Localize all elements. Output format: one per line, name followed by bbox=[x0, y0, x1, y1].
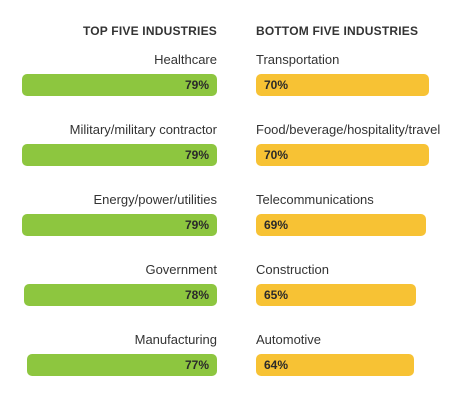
value-label: 65% bbox=[264, 288, 289, 302]
bar: 70% bbox=[256, 144, 429, 166]
bar: 70% bbox=[256, 74, 429, 96]
bar: 79% bbox=[22, 144, 217, 166]
bar: 78% bbox=[24, 284, 217, 306]
category-label: Government bbox=[145, 262, 217, 277]
bar: 65% bbox=[256, 284, 416, 306]
top-five-panel: TOP FIVE INDUSTRIES Healthcare 79% Militar… bbox=[0, 0, 225, 415]
bar: 79% bbox=[22, 214, 217, 236]
value-label: 69% bbox=[264, 218, 289, 232]
category-label: Automotive bbox=[256, 332, 322, 347]
category-label: Military/military contractor bbox=[69, 122, 217, 137]
chart-title: TOP FIVE INDUSTRIES bbox=[82, 24, 217, 38]
value-label: 64% bbox=[264, 358, 289, 372]
value-label: 77% bbox=[184, 358, 209, 372]
category-label: Telecommunications bbox=[256, 192, 374, 207]
bar: 79% bbox=[22, 74, 217, 96]
category-label: Food/beverage/hospitality/travel bbox=[256, 122, 441, 137]
bottom-five-panel: BOTTOM FIVE INDUSTRIES Transportation 70%… bbox=[250, 0, 465, 415]
value-label: 79% bbox=[184, 218, 209, 232]
category-label: Construction bbox=[256, 262, 329, 277]
bar: 77% bbox=[27, 354, 217, 376]
category-label: Transportation bbox=[256, 52, 340, 67]
value-label: 70% bbox=[264, 78, 289, 92]
bar: 64% bbox=[256, 354, 414, 376]
category-label: Manufacturing bbox=[134, 332, 217, 347]
value-label: 70% bbox=[264, 148, 289, 162]
chart-title: BOTTOM FIVE INDUSTRIES bbox=[256, 24, 419, 38]
category-label: Energy/power/utilities bbox=[93, 192, 217, 207]
bar: 69% bbox=[256, 214, 426, 236]
value-label: 79% bbox=[184, 148, 209, 162]
value-label: 79% bbox=[184, 78, 209, 92]
value-label: 78% bbox=[184, 288, 209, 302]
category-label: Healthcare bbox=[154, 52, 217, 67]
